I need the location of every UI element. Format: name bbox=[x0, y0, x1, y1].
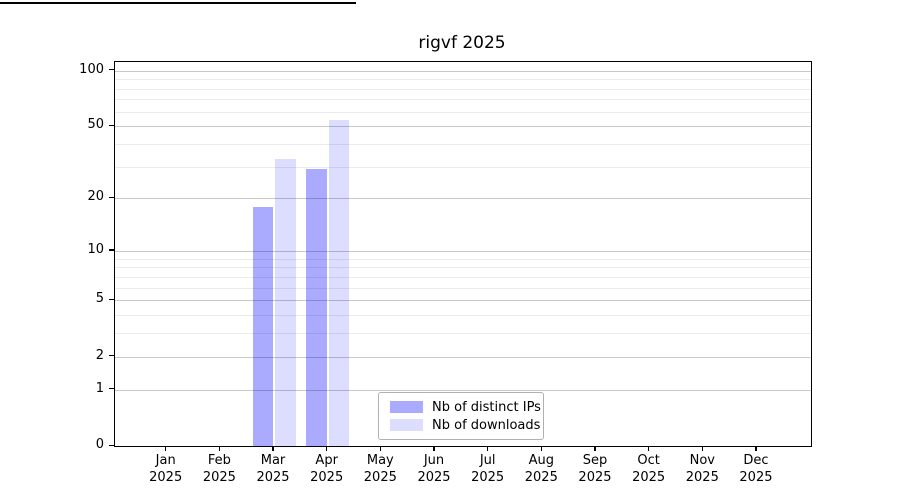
x-tick-mark bbox=[433, 446, 435, 451]
legend-entry-downloads: Nb of downloads bbox=[379, 418, 543, 433]
y-gridline-major bbox=[114, 126, 811, 128]
legend-swatch-distinct-ips bbox=[390, 401, 423, 413]
legend: Nb of distinct IPs Nb of downloads bbox=[378, 392, 544, 440]
y-tick-mark bbox=[108, 124, 114, 126]
bar-distinct-ips-mar bbox=[252, 206, 274, 446]
y-gridline-minor bbox=[114, 276, 811, 278]
y-tick-label: 20 bbox=[87, 189, 104, 205]
x-tick-label-oct: Oct 2025 bbox=[632, 453, 666, 485]
bar-downloads-apr bbox=[328, 120, 350, 446]
x-tick-label-nov: Nov 2025 bbox=[685, 453, 719, 485]
y-gridline-major bbox=[114, 389, 811, 391]
y-tick-mark bbox=[108, 196, 114, 199]
plot-area bbox=[113, 60, 812, 447]
y-tick-label: 1 bbox=[95, 380, 104, 396]
y-gridline-minor bbox=[114, 333, 811, 335]
x-tick-mark bbox=[326, 446, 328, 451]
x-tick-mark bbox=[165, 446, 167, 451]
x-tick-label-feb: Feb 2025 bbox=[202, 453, 236, 485]
y-gridline-minor bbox=[114, 287, 811, 289]
x-tick-mark bbox=[540, 446, 542, 451]
x-tick-mark bbox=[594, 446, 596, 451]
y-gridline-minor bbox=[114, 143, 811, 145]
y-gridline-major bbox=[114, 356, 811, 358]
x-tick-mark bbox=[379, 446, 381, 451]
y-tick-mark bbox=[108, 388, 114, 390]
y-gridline-major bbox=[114, 70, 811, 72]
legend-label-distinct-ips: Nb of distinct IPs bbox=[432, 399, 541, 415]
legend-swatch-downloads bbox=[390, 419, 423, 431]
legend-label-downloads: Nb of downloads bbox=[432, 417, 541, 433]
y-gridline-major bbox=[114, 198, 811, 200]
x-tick-label-jul: Jul 2025 bbox=[471, 453, 505, 485]
x-tick-label-aug: Aug 2025 bbox=[524, 453, 558, 485]
y-gridline-minor bbox=[114, 99, 811, 101]
x-tick-mark bbox=[648, 446, 650, 451]
y-gridline-minor bbox=[114, 111, 811, 113]
y-gridline-major bbox=[114, 250, 811, 252]
x-tick-label-mar: Mar 2025 bbox=[256, 453, 290, 485]
legend-entry-distinct-ips: Nb of distinct IPs bbox=[379, 400, 543, 415]
x-tick-mark bbox=[701, 446, 703, 451]
y-tick-mark bbox=[108, 298, 114, 300]
y-tick-mark bbox=[108, 69, 114, 71]
y-tick-label: 0 bbox=[95, 437, 104, 452]
y-gridline-minor bbox=[114, 267, 811, 269]
chart-title: rigvf 2025 bbox=[418, 33, 506, 53]
y-tick-label: 50 bbox=[87, 117, 104, 133]
x-tick-label-jan: Jan 2025 bbox=[149, 453, 183, 485]
x-tick-label-dec: Dec 2025 bbox=[739, 453, 773, 485]
bar-distinct-ips-apr bbox=[306, 169, 327, 446]
x-tick-label-may: May 2025 bbox=[363, 453, 397, 485]
x-tick-label-apr: Apr 2025 bbox=[310, 453, 344, 485]
y-gridline-minor bbox=[114, 166, 811, 168]
y-tick-label: 2 bbox=[95, 347, 104, 363]
y-tick-label: 10 bbox=[87, 241, 104, 257]
y-tick-mark bbox=[108, 355, 114, 357]
y-tick-label: 5 bbox=[95, 291, 104, 307]
page-divider-line bbox=[0, 2, 356, 4]
y-gridline-minor bbox=[114, 88, 811, 90]
y-gridline-minor bbox=[114, 315, 811, 317]
x-tick-mark bbox=[272, 446, 274, 451]
x-tick-mark bbox=[487, 446, 489, 451]
x-tick-label-sep: Sep 2025 bbox=[578, 453, 612, 485]
y-gridline-minor bbox=[114, 258, 811, 260]
y-tick-label: 100 bbox=[79, 61, 104, 77]
y-gridline-major bbox=[114, 300, 811, 302]
x-tick-mark bbox=[218, 446, 220, 451]
bar-downloads-mar bbox=[274, 159, 296, 446]
y-tick-mark bbox=[108, 249, 114, 251]
y-tick-mark bbox=[108, 444, 114, 446]
y-gridline-minor bbox=[114, 79, 811, 81]
x-tick-label-jun: Jun 2025 bbox=[417, 453, 451, 485]
x-tick-mark bbox=[755, 446, 757, 451]
